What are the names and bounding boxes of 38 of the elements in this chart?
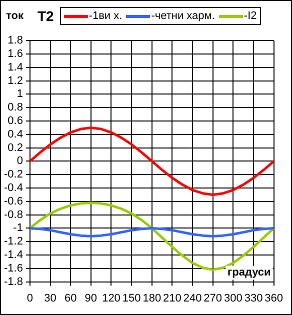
y-tick-label: 1.8	[8, 34, 23, 47]
y-tick-label: -0.8	[4, 208, 23, 221]
legend-label: -четни харм.	[151, 10, 215, 22]
y-tick-label: 1	[16, 88, 23, 100]
chart-title: T2	[37, 8, 54, 24]
x-tick-label: 0	[26, 292, 34, 304]
y-tick-label: 0	[16, 155, 23, 168]
y-tick-label: -1.8	[4, 276, 23, 288]
x-tick-label: 360	[264, 292, 284, 304]
y-tick-label: 0.8	[8, 102, 23, 114]
x-tick-label: 60	[64, 292, 77, 304]
x-tick-label: 240	[183, 292, 202, 304]
x-tick-label: 270	[204, 292, 222, 304]
x-axis-title: градуси	[228, 266, 271, 278]
y-tick-label: 0.6	[8, 115, 23, 128]
y-tick-label: -0.2	[4, 168, 23, 181]
y-tick-label: -1.4	[4, 249, 23, 262]
legend-label: -1ви х.	[88, 10, 122, 22]
x-tick-label: 30	[44, 292, 56, 304]
x-tick-label: 90	[84, 292, 98, 304]
x-tick-label: 300	[224, 292, 242, 304]
x-tick-label: 180	[142, 292, 162, 304]
y-tick-label: -1.6	[4, 262, 23, 274]
y-tick-label: 1.6	[8, 48, 23, 60]
x-tick-label: 330	[244, 292, 263, 304]
y-tick-label: -0.6	[4, 195, 23, 208]
x-tick-label: 150	[122, 292, 141, 304]
legend-label: -I2	[244, 10, 257, 22]
y-axis-title: ток	[6, 10, 24, 22]
y-tick-label: 1.4	[8, 61, 23, 74]
y-tick-label: -0.4	[4, 182, 23, 194]
y-tick-label: -1.2	[4, 236, 23, 248]
x-tick-label: 210	[163, 292, 182, 304]
y-tick-label: 1.2	[8, 74, 23, 87]
x-tick-label: 120	[102, 292, 120, 304]
y-tick-label: 0.4	[8, 128, 23, 140]
y-tick-label: -1	[13, 222, 23, 234]
y-tick-label: 0.2	[8, 142, 23, 154]
